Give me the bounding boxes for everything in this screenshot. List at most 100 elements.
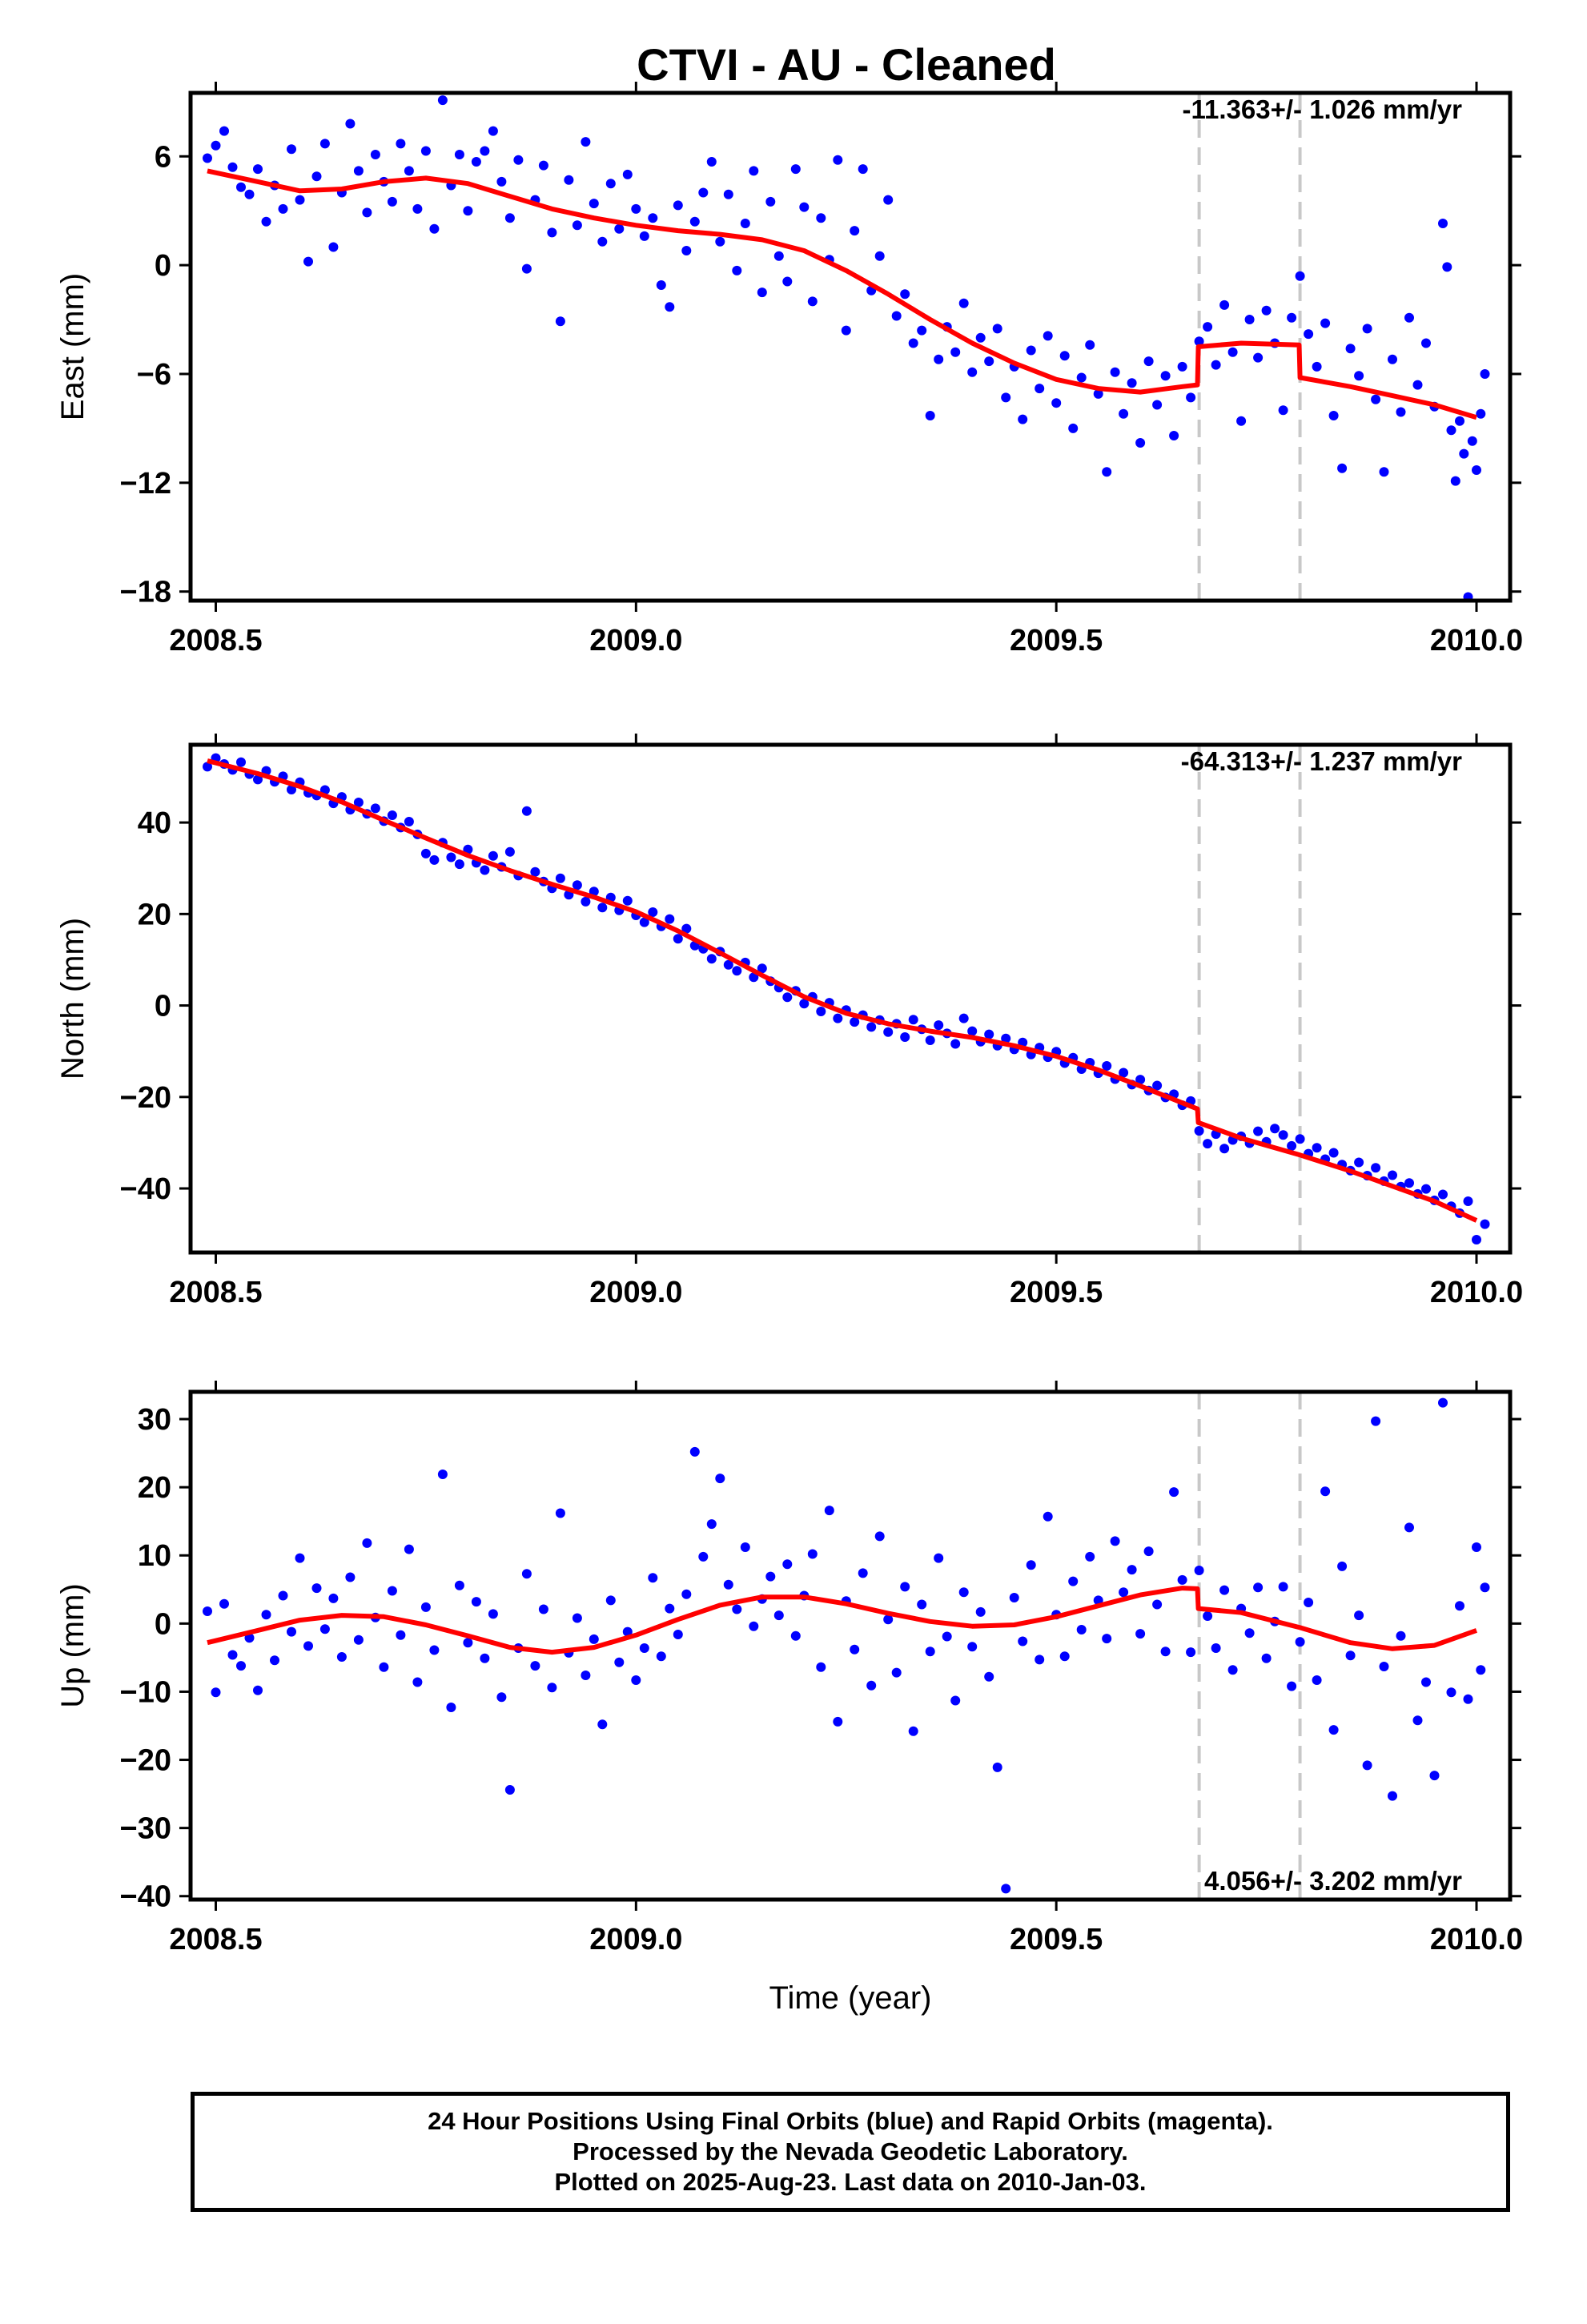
- up-data-point: [1102, 1634, 1112, 1644]
- up-y-tick-label: −10: [120, 1675, 171, 1709]
- east-data-point: [1467, 436, 1477, 446]
- up-data-point: [437, 1470, 448, 1479]
- east-data-point: [488, 126, 498, 136]
- north-data-point: [287, 785, 296, 794]
- north-x-tick-label: 2010.0: [1430, 1276, 1523, 1309]
- east-data-point: [311, 171, 322, 182]
- up-plot-area: [203, 1392, 1490, 1900]
- up-data-point: [723, 1579, 733, 1590]
- east-data-point: [1450, 476, 1460, 486]
- east-data-point: [908, 338, 918, 348]
- up-data-point: [1320, 1486, 1331, 1497]
- up-data-point: [589, 1634, 599, 1644]
- east-data-point: [1320, 318, 1331, 328]
- up-y-tick-label: 20: [138, 1471, 171, 1505]
- up-data-point: [319, 1624, 330, 1634]
- east-data-point: [404, 166, 414, 176]
- up-data-point: [521, 1569, 532, 1579]
- up-panel: 2008.5 2009.0 2009.5 2010.0 30 20 10 0 −10 −20 −30…: [55, 1381, 1523, 2016]
- east-data-point: [681, 246, 692, 255]
- up-data-point: [1379, 1662, 1389, 1671]
- up-data-point: [1476, 1665, 1486, 1675]
- east-data-point: [1438, 219, 1448, 228]
- north-data-point: [1278, 1130, 1288, 1140]
- east-data-point: [883, 195, 894, 205]
- north-data-point: [353, 798, 364, 807]
- north-data-point: [782, 992, 793, 1003]
- east-data-point: [765, 196, 776, 207]
- east-data-point: [1446, 425, 1456, 436]
- east-x-tick-label: 2009.0: [589, 624, 682, 657]
- up-data-point: [715, 1474, 725, 1484]
- east-data-point: [673, 200, 683, 211]
- up-data-point: [253, 1685, 263, 1695]
- east-data-point: [858, 164, 868, 175]
- up-data-point: [1253, 1582, 1264, 1593]
- up-data-point: [614, 1657, 625, 1667]
- north-data-point: [1102, 1061, 1112, 1071]
- east-data-point: [1177, 361, 1187, 372]
- up-data-point: [353, 1634, 364, 1645]
- east-data-point: [1236, 416, 1247, 426]
- north-data-point: [950, 1039, 961, 1049]
- east-data-point: [581, 137, 591, 147]
- east-x-tick-label: 2009.5: [1010, 624, 1103, 657]
- east-x-tick-label: 2010.0: [1430, 624, 1523, 657]
- up-data-point: [1287, 1681, 1297, 1691]
- east-data-point: [689, 216, 700, 227]
- north-data-point: [984, 1029, 994, 1039]
- east-data-point: [454, 150, 464, 159]
- east-y-tick-label: −6: [137, 358, 171, 392]
- up-data-point: [891, 1667, 902, 1678]
- up-data-point: [412, 1677, 423, 1687]
- east-data-point: [261, 216, 271, 227]
- east-data-point: [1396, 407, 1406, 417]
- north-data-point: [648, 907, 658, 917]
- east-data-point: [605, 179, 616, 189]
- up-data-point: [1446, 1687, 1456, 1698]
- north-data-point: [1371, 1163, 1381, 1173]
- east-data-point: [1463, 592, 1473, 601]
- footer-line-3: Plotted on 2025-Aug-23. Last data on 201…: [554, 2168, 1147, 2196]
- up-data-point: [1018, 1636, 1028, 1647]
- north-y-axis-label: North (mm): [55, 918, 90, 1080]
- up-y-tick-label: 0: [155, 1607, 171, 1641]
- east-data-point: [1186, 392, 1196, 403]
- east-data-point: [1160, 371, 1171, 381]
- north-data-point: [1438, 1189, 1448, 1200]
- up-data-point: [581, 1671, 591, 1680]
- north-data-point: [706, 954, 717, 964]
- up-data-point: [1312, 1675, 1322, 1685]
- east-model-line: [207, 168, 1477, 420]
- east-data-point: [850, 226, 860, 236]
- east-data-point: [782, 276, 793, 287]
- east-data-point: [622, 169, 633, 179]
- up-data-point: [404, 1544, 414, 1554]
- north-data-point: [967, 1026, 978, 1036]
- east-data-point: [1354, 371, 1364, 381]
- east-data-point: [328, 242, 339, 252]
- up-data-point: [1076, 1625, 1087, 1634]
- up-data-point: [883, 1614, 894, 1625]
- up-data-point: [740, 1542, 750, 1552]
- east-data-point: [816, 213, 826, 223]
- north-data-point: [1253, 1126, 1264, 1136]
- up-data-point: [900, 1582, 910, 1592]
- east-data-point: [1135, 438, 1146, 448]
- up-data-point: [1203, 1611, 1213, 1621]
- up-data-point: [270, 1655, 279, 1666]
- up-data-point: [1354, 1610, 1364, 1621]
- north-data-point: [816, 1007, 826, 1016]
- up-data-point: [673, 1630, 683, 1639]
- east-data-point: [1253, 352, 1264, 363]
- up-data-point: [295, 1553, 305, 1563]
- east-data-point: [1102, 467, 1112, 477]
- east-data-point: [396, 139, 406, 149]
- east-data-point: [1421, 338, 1431, 348]
- east-data-point: [463, 206, 473, 216]
- up-data-point: [1160, 1647, 1171, 1657]
- up-data-point: [555, 1508, 565, 1518]
- up-data-point: [203, 1606, 212, 1616]
- east-data-point: [1244, 315, 1255, 324]
- up-data-point: [1135, 1629, 1146, 1639]
